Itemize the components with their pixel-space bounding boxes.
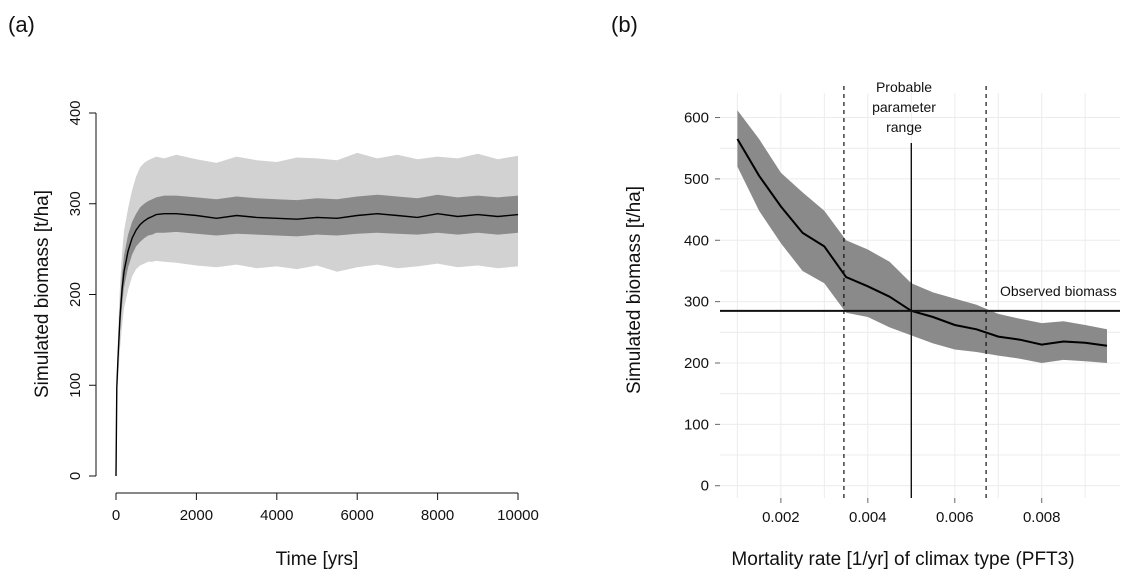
- panel-b-y-tick-label: 100: [684, 416, 709, 433]
- panel-b-x-tick-label: 0.004: [849, 509, 887, 526]
- panel-a-tag: (a): [8, 12, 35, 37]
- panel-b-x-tick-label: 0.006: [936, 509, 974, 526]
- panel-b-annotation-line-1: Probable: [876, 79, 932, 95]
- panel-b-y-title: Simulated biomass [t/ha]: [624, 186, 645, 394]
- panel-b-y-tick-label: 500: [684, 171, 709, 188]
- panel-b-y-tick-label: 400: [684, 232, 709, 249]
- panel-a-y-tick-label: 0: [67, 472, 84, 480]
- panel-a-y-tick-label: 300: [67, 191, 84, 216]
- panel-a-x-title: Time [yrs]: [276, 549, 359, 570]
- panel-a-y-title: Simulated biomass [t/ha]: [32, 190, 53, 398]
- panel-a-x-tick-label: 8000: [421, 507, 454, 524]
- panel-a-x-tick-label: 4000: [260, 507, 293, 524]
- panel-a: (a) 0 100 200 300 400 0 2000 4000 6000 8000 10000…: [8, 12, 539, 570]
- panel-b-band: [737, 110, 1107, 363]
- panel-b-mean-line: [736, 138, 1108, 347]
- panel-a-y-tick-label: 200: [67, 282, 84, 307]
- panel-a-mean-line: [115, 212, 519, 477]
- panel-a-x-tick-label: 10000: [497, 507, 539, 524]
- panel-a-x-tick-label: 2000: [180, 507, 213, 524]
- panel-b: (b) Observed biomass Probable parameter …: [611, 12, 1120, 570]
- panel-a-x-ticks: 0 2000 4000 6000 8000 10000: [112, 493, 539, 524]
- panel-b-y-tick-label: 600: [684, 110, 709, 127]
- panel-a-x-tick-label: 6000: [341, 507, 374, 524]
- panel-b-x-ticks: 0.002 0.004 0.006 0.008: [762, 498, 1061, 526]
- panel-a-y-ticks: 0 100 200 300 400: [67, 100, 96, 480]
- panel-b-y-tick-label: 0: [701, 478, 709, 495]
- panel-b-annotation-line-2: parameter: [872, 99, 936, 115]
- panel-a-x-tick-label: 0: [112, 507, 120, 524]
- panel-a-y-tick-label: 100: [67, 373, 84, 398]
- panel-b-annotation-line-3: range: [886, 119, 922, 135]
- panel-a-band-inner-layer: [116, 194, 518, 476]
- panel-b-observed-biomass-label: Observed biomass: [1000, 283, 1117, 299]
- panel-b-tag: (b): [611, 12, 638, 37]
- panel-b-y-ticks: 0 100 200 300 400 500 600: [684, 110, 720, 495]
- panel-b-x-title: Mortality rate [1/yr] of climax type (PF…: [731, 549, 1074, 570]
- panel-b-y-tick-label: 300: [684, 294, 709, 311]
- panel-b-x-tick-label: 0.008: [1023, 509, 1061, 526]
- panel-b-x-tick-label: 0.002: [762, 509, 800, 526]
- panel-b-y-tick-label: 200: [684, 355, 709, 372]
- panel-a-band-inner: [116, 194, 518, 476]
- panel-a-y-tick-label: 400: [67, 100, 84, 125]
